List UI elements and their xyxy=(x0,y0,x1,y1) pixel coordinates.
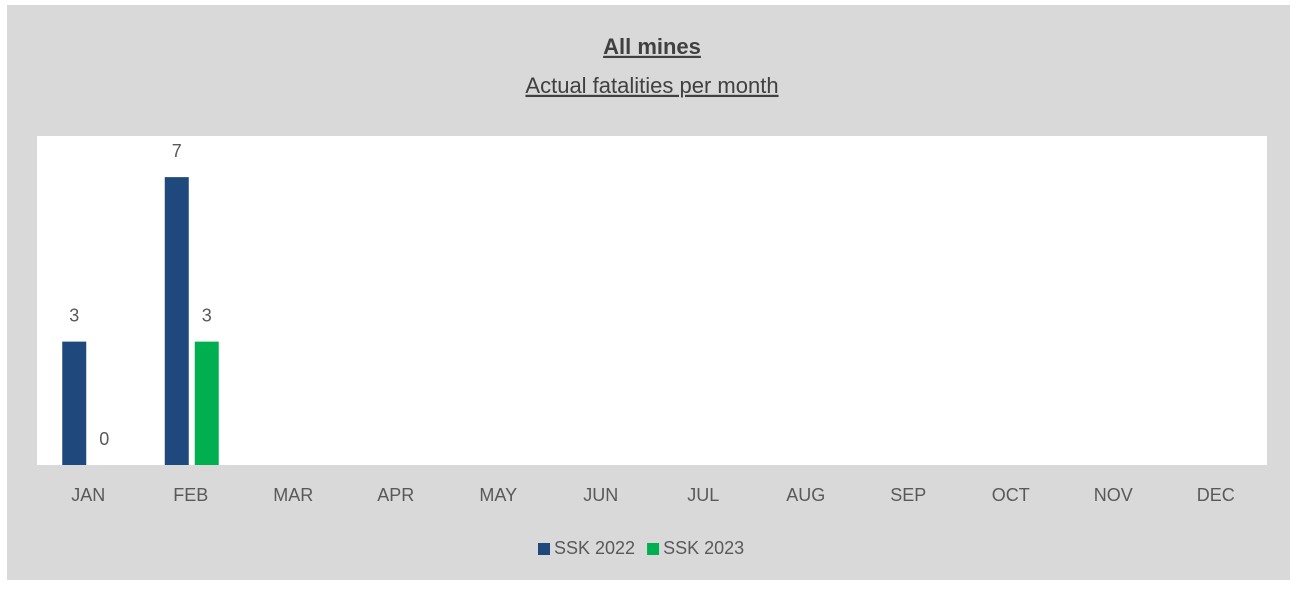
chart-subtitle: Actual fatalities per month xyxy=(525,73,778,98)
x-tick-label: SEP xyxy=(890,485,926,505)
data-label: 0 xyxy=(99,429,109,449)
data-label: 3 xyxy=(202,305,212,325)
x-tick-label: DEC xyxy=(1197,485,1235,505)
x-tick-label: APR xyxy=(377,485,414,505)
x-tick-label: NOV xyxy=(1094,485,1133,505)
x-tick-label: JUL xyxy=(687,485,719,505)
bar xyxy=(62,341,87,465)
data-label: 7 xyxy=(172,141,182,161)
legend-swatch xyxy=(538,543,550,555)
x-tick-label: FEB xyxy=(173,485,208,505)
bar xyxy=(194,341,219,465)
x-tick-label: MAY xyxy=(479,485,517,505)
x-tick-label: AUG xyxy=(786,485,825,505)
x-tick-label: MAR xyxy=(273,485,313,505)
legend-label: SSK 2022 xyxy=(554,538,635,558)
chart-title: All mines xyxy=(603,34,701,59)
x-tick-label: JUN xyxy=(583,485,618,505)
data-label: 3 xyxy=(69,305,79,325)
bar xyxy=(164,177,189,465)
x-tick-label: OCT xyxy=(992,485,1030,505)
plot-area xyxy=(37,136,1267,465)
x-tick-label: JAN xyxy=(71,485,105,505)
legend-label: SSK 2023 xyxy=(663,538,744,558)
legend-swatch xyxy=(647,543,660,555)
